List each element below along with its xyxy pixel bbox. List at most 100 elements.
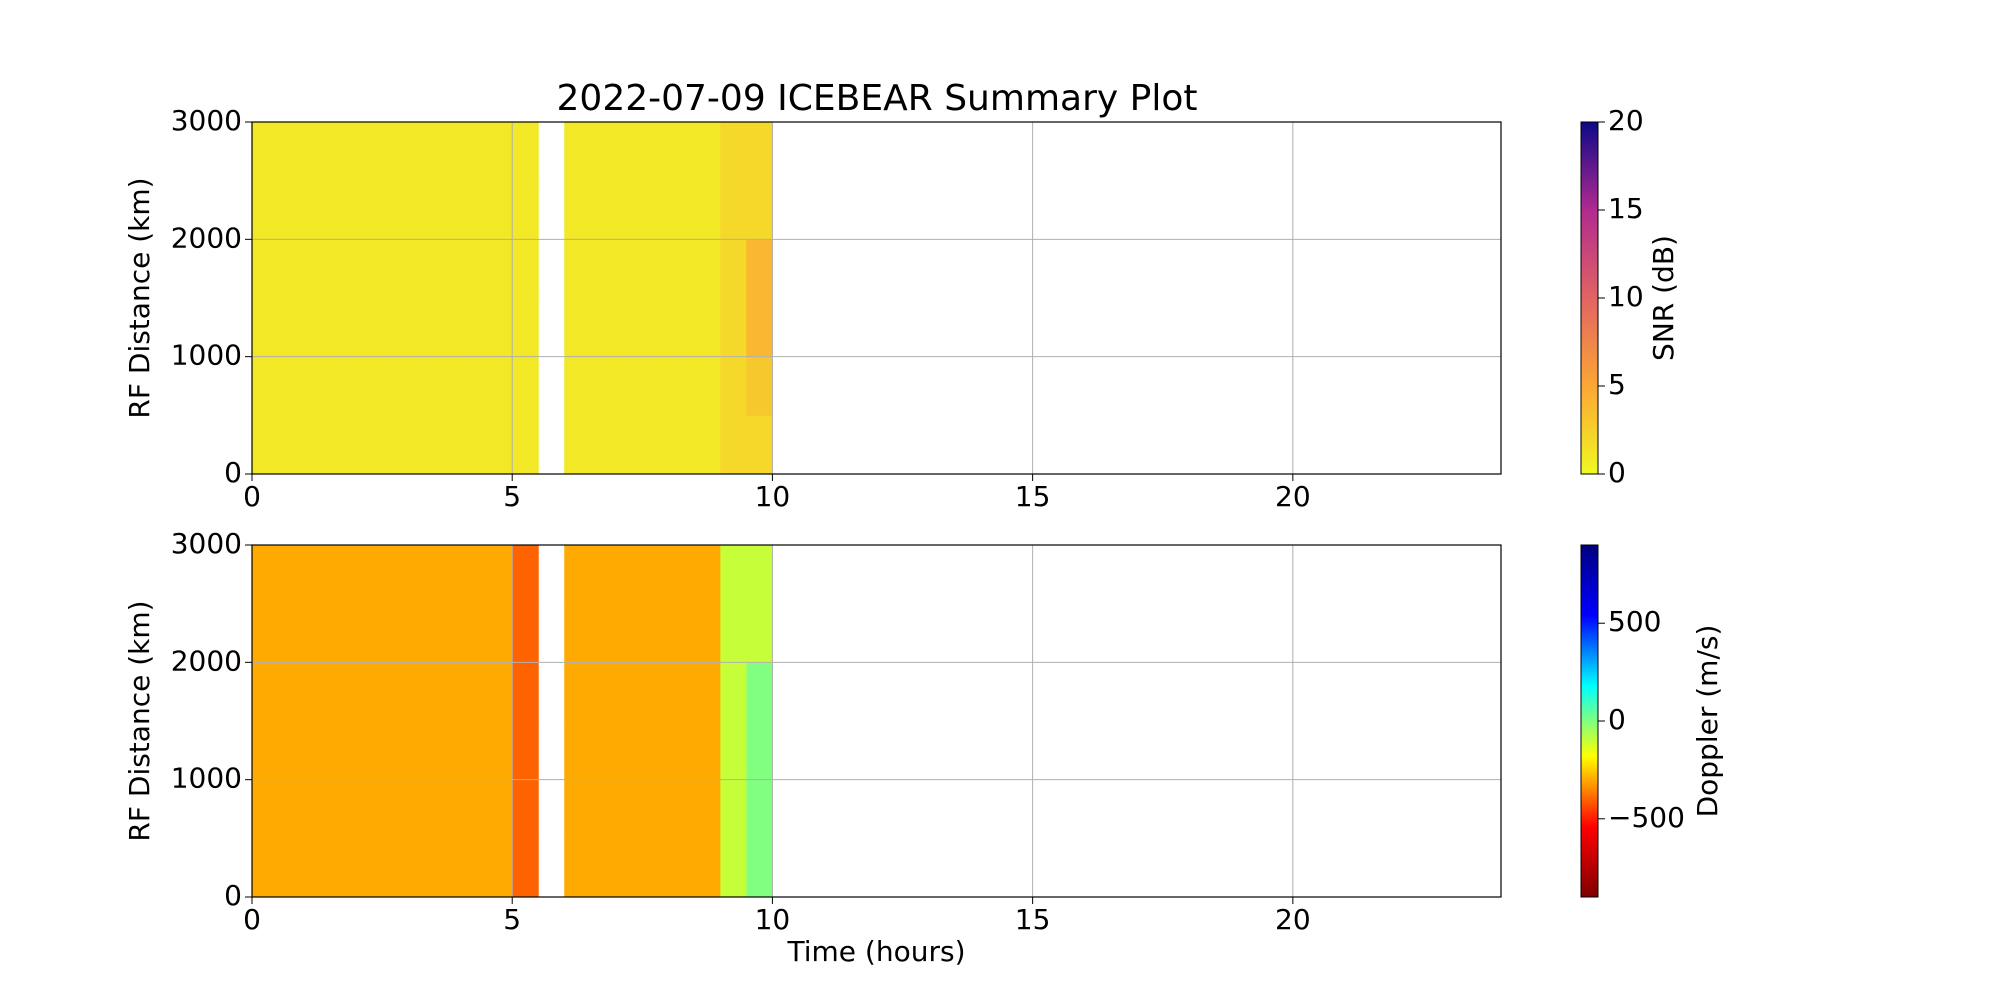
cell [616, 721, 643, 781]
cell [720, 721, 747, 781]
plot-frame [251, 121, 1502, 475]
chart-title: 2022-07-09 ICEBEAR Summary Plot [557, 78, 1198, 119]
cell [486, 122, 513, 182]
cell [746, 838, 773, 898]
cell [720, 180, 747, 240]
cell [408, 721, 435, 781]
cell [382, 545, 409, 605]
cell [408, 180, 435, 240]
cell [434, 603, 461, 663]
cell [460, 838, 487, 898]
cell [304, 415, 331, 475]
cell [694, 122, 721, 182]
cell [486, 838, 513, 898]
cell [512, 721, 539, 781]
colorbar-tick-label: 20 [1608, 104, 1644, 137]
x-tick-label: 15 [1015, 480, 1051, 513]
cell [642, 239, 669, 299]
cell [278, 779, 305, 839]
cell [590, 298, 617, 358]
cell [642, 779, 669, 839]
cell [356, 356, 383, 416]
x-tick-label: 10 [755, 903, 791, 936]
cell [642, 545, 669, 605]
cell [564, 356, 591, 416]
cell [304, 356, 331, 416]
cell [564, 415, 591, 475]
cell [616, 298, 643, 358]
cell [668, 180, 695, 240]
colorbar-tick-label: 0 [1608, 456, 1626, 489]
cell [668, 415, 695, 475]
cell [564, 721, 591, 781]
cell [278, 298, 305, 358]
cell [356, 603, 383, 663]
cell [642, 662, 669, 722]
cell [330, 239, 357, 299]
cell [512, 356, 539, 416]
cell [460, 415, 487, 475]
cell [252, 545, 279, 605]
x-tick-label: 5 [503, 903, 521, 936]
cell [382, 838, 409, 898]
cell [642, 180, 669, 240]
colorbar [1580, 544, 1599, 898]
plot-frame [251, 544, 1502, 898]
cell [252, 239, 279, 299]
cell [434, 545, 461, 605]
cell [434, 779, 461, 839]
cell [356, 298, 383, 358]
cell [642, 298, 669, 358]
cell [642, 838, 669, 898]
cell [512, 662, 539, 722]
cell [408, 662, 435, 722]
cell [434, 838, 461, 898]
cell [252, 838, 279, 898]
cell [616, 545, 643, 605]
cell [668, 356, 695, 416]
cell [616, 356, 643, 416]
cell [668, 662, 695, 722]
cell [460, 721, 487, 781]
y-tick-label: 2000 [171, 221, 242, 254]
cell [512, 415, 539, 475]
cell [590, 239, 617, 299]
cell [668, 779, 695, 839]
cell [330, 545, 357, 605]
cell [408, 779, 435, 839]
cell [278, 180, 305, 240]
cell [512, 545, 539, 605]
cell [382, 298, 409, 358]
colorbar [1580, 121, 1599, 475]
y-axis-label: RF Distance (km) [123, 600, 156, 841]
cell [486, 779, 513, 839]
cell [694, 415, 721, 475]
cell [330, 415, 357, 475]
cell [356, 779, 383, 839]
cell [330, 603, 357, 663]
cell [512, 298, 539, 358]
cell [720, 298, 747, 358]
cell [278, 721, 305, 781]
cell [642, 603, 669, 663]
x-tick-label: 20 [1275, 480, 1311, 513]
cell [330, 122, 357, 182]
cell [486, 298, 513, 358]
cell [460, 356, 487, 416]
cell [564, 779, 591, 839]
cell [304, 180, 331, 240]
cell [720, 239, 747, 299]
cell [382, 122, 409, 182]
cell [356, 838, 383, 898]
cell [252, 603, 279, 663]
y-tick-label: 1000 [171, 762, 242, 795]
cell [694, 779, 721, 839]
cell [668, 298, 695, 358]
cell [278, 122, 305, 182]
cell [356, 415, 383, 475]
cell [668, 545, 695, 605]
cell [330, 779, 357, 839]
colorbar-label: SNR (dB) [1647, 235, 1680, 361]
x-tick-label: 0 [243, 480, 261, 513]
